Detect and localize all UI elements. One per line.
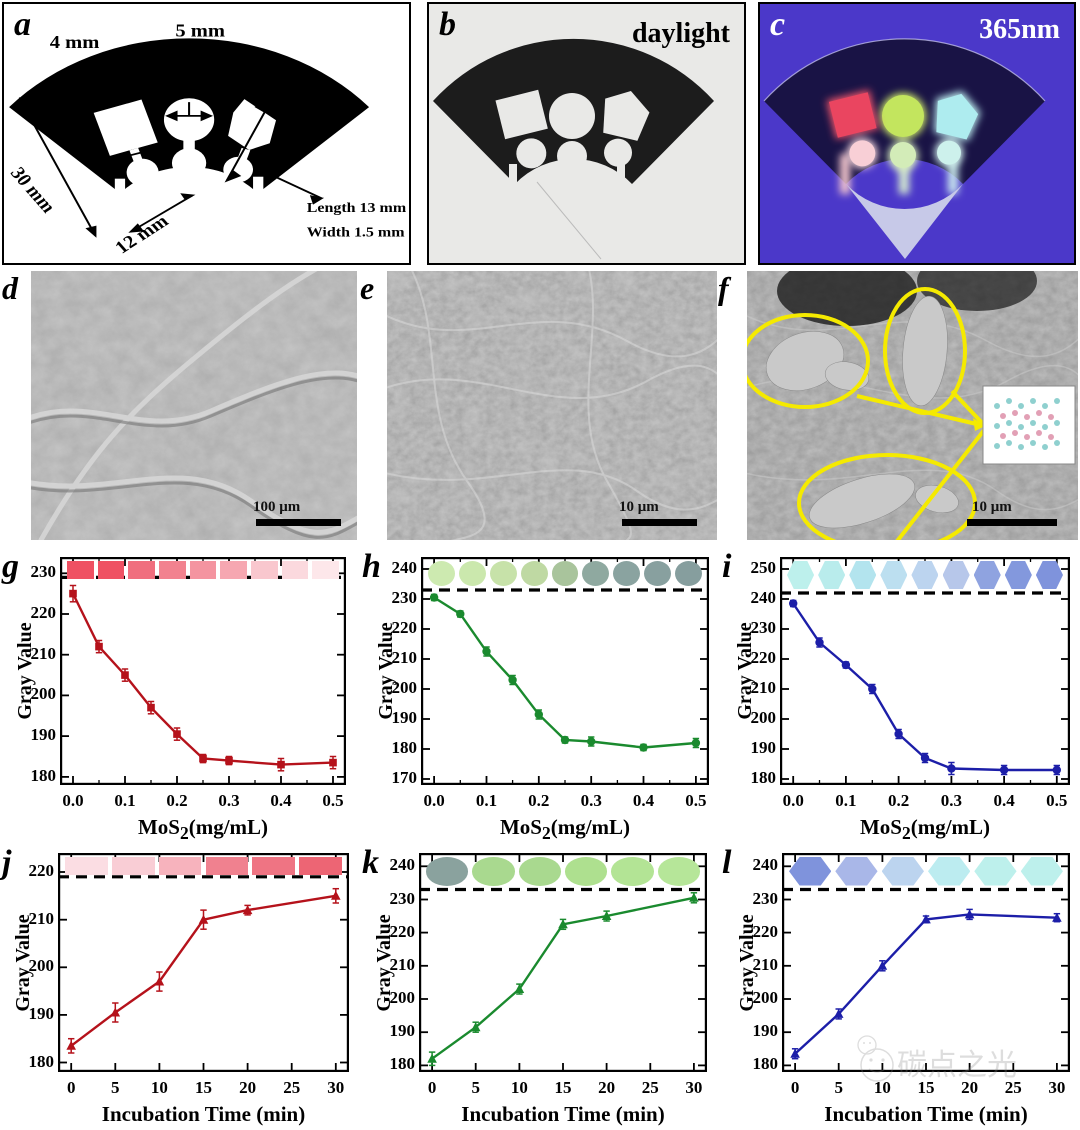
svg-text:10 μm: 10 μm bbox=[619, 499, 659, 515]
svg-text:Length 13 mm: Length 13 mm bbox=[307, 201, 407, 216]
svg-text:4 mm: 4 mm bbox=[50, 33, 100, 52]
svg-text:Width 1.5 mm: Width 1.5 mm bbox=[307, 226, 405, 241]
svg-text:碳点之光: 碳点之光 bbox=[897, 1049, 1017, 1082]
svg-text:10 μm: 10 μm bbox=[972, 499, 1012, 515]
svg-text:30 mm: 30 mm bbox=[5, 164, 59, 217]
svg-text:100 μm: 100 μm bbox=[253, 499, 301, 515]
svg-text:5 mm: 5 mm bbox=[175, 22, 225, 41]
svg-text:12 mm: 12 mm bbox=[111, 211, 172, 257]
